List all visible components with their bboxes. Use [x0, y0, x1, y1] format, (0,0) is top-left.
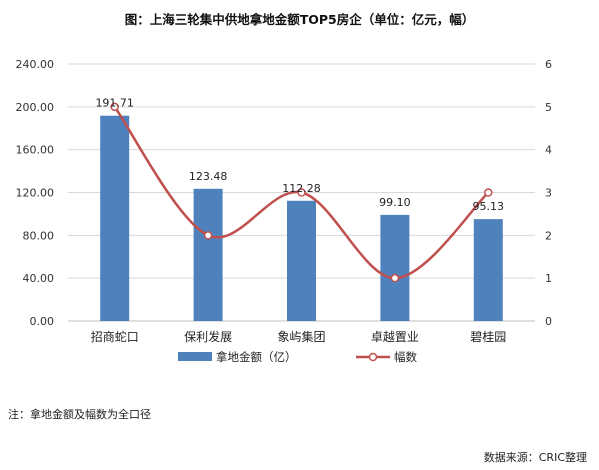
category-axis: 招商蛇口 保利发展 象屿集团 卓越置业 碧桂园 — [91, 329, 507, 344]
bar-value-label: 112.28 — [282, 182, 321, 195]
data-labels: 191.71 123.48 112.28 99.10 95.13 — [95, 97, 504, 213]
y-right-tick-label: 0 — [545, 315, 552, 328]
bar — [100, 115, 130, 321]
y-axis-right: 0 1 2 3 4 5 6 — [545, 58, 552, 328]
y-left-tick-label: 200.00 — [16, 101, 55, 114]
y-left-tick-label: 0.00 — [30, 315, 55, 328]
y-right-tick-label: 5 — [545, 101, 552, 114]
data-source: 数据来源：CRIC整理 — [483, 451, 587, 464]
legend-line-label: 幅数 — [394, 350, 417, 364]
legend: 拿地金额（亿） 幅数 — [178, 350, 417, 364]
y-axis-left: 0.00 40.00 80.00 120.00 160.00 200.00 240.00 — [16, 58, 55, 328]
y-right-tick-label: 1 — [545, 272, 552, 285]
y-left-tick-label: 240.00 — [16, 58, 55, 71]
bar-series — [100, 115, 503, 321]
footnote: 注：拿地金额及幅数为全口径 — [8, 408, 151, 421]
bar-value-label: 99.10 — [379, 196, 411, 209]
bar-value-label: 123.48 — [189, 170, 228, 183]
y-left-tick-label: 80.00 — [23, 229, 55, 242]
y-left-tick-label: 120.00 — [16, 187, 55, 200]
chart-title: 图：上海三轮集中供地拿地金额TOP5房企（单位：亿元，幅） — [124, 12, 475, 27]
legend-bar-label: 拿地金额（亿） — [216, 350, 297, 364]
bar — [380, 214, 410, 321]
line-series — [110, 102, 493, 283]
bar-value-label: 191.71 — [95, 97, 134, 110]
legend-line-marker — [368, 352, 378, 362]
category-label: 碧桂园 — [470, 329, 506, 344]
y-right-tick-label: 3 — [545, 187, 552, 200]
y-right-tick-label: 2 — [545, 229, 552, 242]
line-point — [110, 102, 119, 112]
category-label: 保利发展 — [184, 329, 232, 344]
bar — [287, 200, 316, 321]
line-point — [297, 188, 306, 197]
line-point — [484, 188, 493, 197]
category-label: 卓越置业 — [371, 330, 419, 344]
legend-bar-swatch — [178, 352, 212, 361]
category-label: 象屿集团 — [277, 329, 325, 344]
line-point — [203, 231, 213, 240]
y-right-tick-label: 6 — [545, 58, 552, 71]
y-right-tick-label: 4 — [545, 144, 552, 157]
line-point — [390, 273, 400, 283]
bar — [473, 219, 503, 321]
bar — [193, 188, 223, 321]
bar-value-label: 95.13 — [473, 200, 505, 213]
y-left-tick-label: 160.00 — [16, 144, 55, 157]
category-label: 招商蛇口 — [91, 329, 139, 344]
y-left-tick-label: 40.00 — [23, 272, 55, 285]
